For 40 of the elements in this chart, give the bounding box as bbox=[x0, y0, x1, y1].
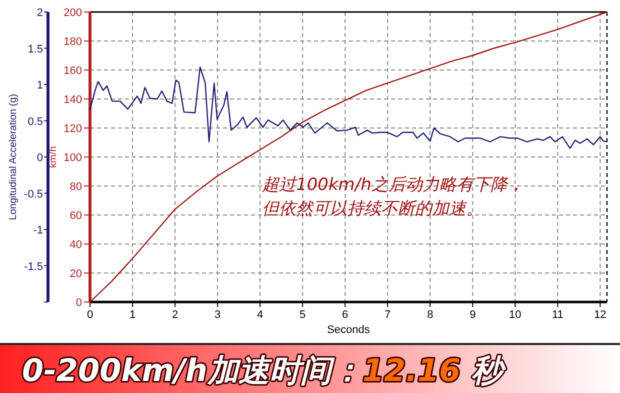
y-tick-label: 20 bbox=[70, 268, 82, 280]
x-tick-label: 1 bbox=[129, 309, 136, 321]
y2-tick-label: -1 bbox=[33, 224, 43, 236]
y-tick-label: 80 bbox=[70, 181, 82, 193]
y2-axis-title: Longitudinal Acceleration (g) bbox=[8, 94, 19, 220]
y2-tick-label: -1.5 bbox=[24, 260, 43, 273]
annotation: 超过100km/h之后动力略有下降， bbox=[262, 175, 524, 195]
y-axis-title: km/h bbox=[48, 146, 59, 168]
y2-tick-label: 0.5 bbox=[28, 116, 43, 128]
x-tick-label: 0 bbox=[86, 309, 94, 321]
y2-tick-label: 1 bbox=[36, 80, 43, 92]
y2-tick-label: 1.5 bbox=[28, 43, 43, 56]
y-tick-label: 120 bbox=[64, 123, 82, 135]
line-series bbox=[89, 11, 608, 303]
x-tick-label: 4 bbox=[257, 309, 264, 321]
y2-tick-label: 0 bbox=[36, 152, 43, 164]
y-tick-label: 200 bbox=[64, 7, 82, 19]
y-tick-label: 60 bbox=[70, 210, 82, 222]
x-tick-label: 2 bbox=[172, 309, 178, 321]
y2-tick-label: -0.5 bbox=[24, 188, 43, 200]
y-tick-label: 0 bbox=[76, 297, 82, 309]
text: 0-200km/h加速时间：12.16 秒 bbox=[22, 353, 506, 389]
y-tick-label: 180 bbox=[64, 36, 82, 48]
y-tick-label: 140 bbox=[64, 94, 82, 106]
x-tick-label: 9 bbox=[470, 309, 476, 321]
x-tick-label: 3 bbox=[214, 309, 221, 321]
x-tick-label: 11 bbox=[552, 309, 564, 321]
y-tick-label: 160 bbox=[64, 65, 82, 77]
x-tick-label: 10 bbox=[509, 309, 522, 321]
x-tick-label: 8 bbox=[427, 309, 434, 321]
x-tick-label: 6 bbox=[342, 309, 348, 321]
line-series bbox=[89, 66, 608, 149]
y-tick-label: 40 bbox=[70, 239, 82, 251]
x-tick-label: 12 bbox=[594, 309, 606, 321]
x-axis-title: Seconds bbox=[327, 324, 370, 336]
annotation: 但依然可以持续不断的加速。 bbox=[262, 199, 483, 219]
y-tick-label: 100 bbox=[64, 152, 82, 164]
x-tick-label: 5 bbox=[300, 309, 306, 321]
x-tick-label: 7 bbox=[384, 309, 391, 321]
y2-tick-label: 2 bbox=[36, 7, 43, 19]
